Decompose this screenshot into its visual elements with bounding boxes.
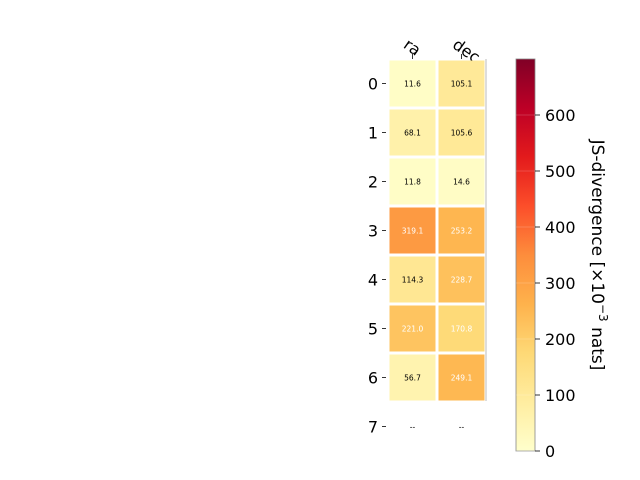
colorbar-tick-label: 200 [545, 330, 576, 349]
row-label: 1 [368, 124, 378, 143]
colorbar-ticks: 0 100 200 300 400 500 600 [516, 106, 576, 461]
cell-value-label: 114.3 [402, 276, 424, 285]
cell-value-label: 253.2 [451, 227, 473, 236]
colorbar-tick-label: 0 [545, 442, 555, 461]
heatmap-cell [389, 305, 436, 352]
heatmap-cell [389, 256, 436, 303]
colorbar-label-prefix: JS-divergence [×10 [587, 139, 607, 304]
row-label: 3 [368, 222, 378, 241]
heatmap-cell [389, 207, 436, 254]
cell-value-label: 11.6 [404, 80, 421, 89]
cell-value-label: 319.1 [402, 227, 424, 236]
row-label: 0 [368, 75, 378, 94]
row-axis: 0 1 2 3 4 5 6 7 [368, 75, 386, 437]
row-label: 2 [368, 173, 378, 192]
heatmap-cell [389, 60, 436, 107]
colorbar-tick-label: 400 [545, 218, 576, 237]
heatmap-cell [389, 109, 436, 156]
colorbar-tick-label: 500 [545, 162, 576, 181]
heatmap-cell [438, 207, 485, 254]
heatmap-cell [438, 109, 485, 156]
heatmap-cell [389, 354, 436, 401]
colorbar-tick-label: 300 [545, 274, 576, 293]
cell-value-label: -- [459, 423, 465, 432]
row-label: 5 [368, 320, 378, 339]
colorbar-tick-label: 600 [545, 106, 576, 125]
heatmap-cell [438, 354, 485, 401]
row-label: 6 [368, 369, 378, 388]
colorbar: 0 100 200 300 400 500 600 JS-divergence [×10−3… [515, 58, 610, 461]
colorbar-label: JS-divergence [×10−3 nats] [587, 139, 610, 371]
colorbar-gradient [515, 58, 536, 452]
cell-value-label: 228.7 [451, 276, 473, 285]
cell-value-label: 249.1 [451, 374, 473, 383]
cell-value-label: 221.0 [402, 325, 424, 334]
colorbar-tick-label: 100 [545, 386, 576, 405]
cell-value-label: 105.1 [451, 80, 473, 89]
column-label: ra [400, 35, 424, 60]
row-label: 7 [368, 418, 378, 437]
colorbar-label-exponent: −3 [596, 304, 610, 322]
heatmap-cell [438, 256, 485, 303]
heatmap-cell [438, 60, 485, 107]
heatmap-cells: 11.6 105.1 68.1 105.6 11.8 14.6 319.1 253.2 114.… [389, 60, 485, 432]
colorbar-label-suffix: nats] [587, 322, 607, 371]
heatmap-cell [438, 305, 485, 352]
cell-value-label: -- [410, 423, 416, 432]
cell-value-label: 68.1 [404, 129, 421, 138]
heatmap-cell [389, 158, 436, 205]
cell-value-label: 11.8 [404, 178, 421, 187]
cell-value-label: 56.7 [404, 374, 421, 383]
cell-value-label: 170.8 [451, 325, 473, 334]
cell-value-label: 14.6 [453, 178, 470, 187]
cell-value-label: 105.6 [451, 129, 473, 138]
heatmap-cell [438, 158, 485, 205]
row-label: 4 [368, 271, 378, 290]
